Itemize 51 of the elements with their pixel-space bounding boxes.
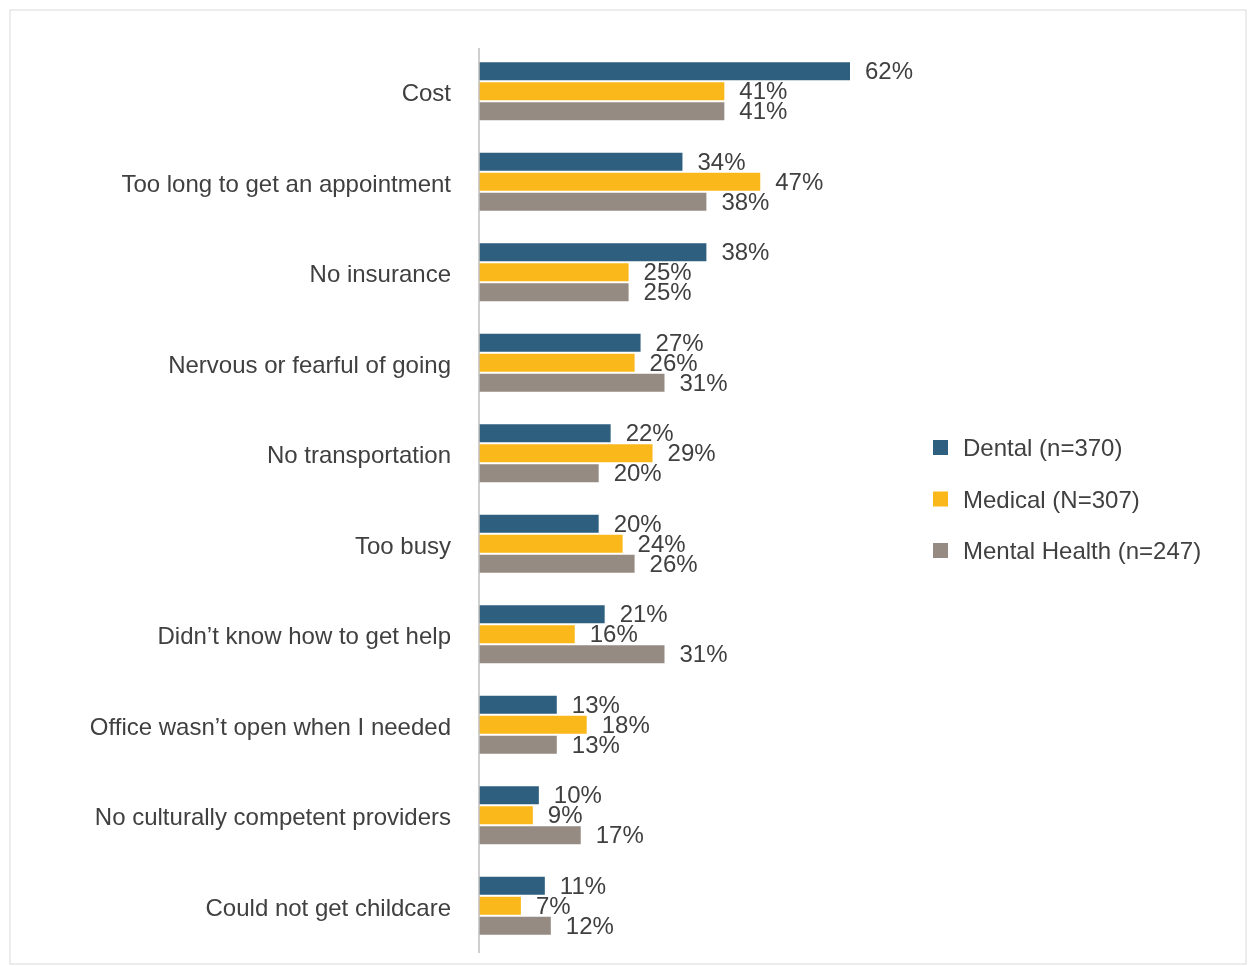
bar — [479, 353, 635, 372]
bar — [479, 896, 521, 915]
bar — [479, 605, 605, 624]
bar — [479, 554, 635, 573]
bar — [479, 82, 725, 101]
data-label: 20% — [613, 459, 662, 487]
bar — [479, 333, 641, 352]
y-tick-label: Nervous or fearful of going — [168, 350, 451, 378]
y-tick-label: No culturally competent providers — [94, 803, 451, 831]
bar — [479, 152, 683, 171]
bar — [479, 625, 575, 644]
bar — [479, 444, 653, 463]
bar — [479, 735, 557, 754]
y-tick-label: Cost — [401, 79, 452, 107]
data-label: 62% — [865, 57, 914, 85]
data-label: 31% — [679, 640, 728, 668]
bar — [479, 373, 665, 392]
bar — [479, 62, 850, 81]
bar — [479, 695, 557, 714]
y-tick-label: Office wasn’t open when I needed — [89, 712, 451, 740]
y-tick-label: No transportation — [266, 441, 451, 469]
bar — [479, 876, 545, 895]
bar — [479, 645, 665, 664]
y-tick-label: Didn’t know how to get help — [157, 622, 451, 650]
data-label: 38% — [721, 187, 770, 215]
legend-label: Medical (N=307) — [963, 485, 1140, 513]
bar — [479, 916, 551, 935]
legend-label: Mental Health (n=247) — [963, 537, 1202, 564]
bar — [479, 192, 707, 211]
y-tick-label: Too long to get an appointment — [121, 169, 452, 197]
bar — [479, 806, 533, 825]
bar — [479, 263, 629, 282]
bar — [479, 102, 725, 121]
bar — [479, 534, 623, 553]
bar — [479, 514, 599, 533]
legend-label: Dental (n=370) — [963, 434, 1123, 461]
bar — [479, 715, 587, 734]
bar — [479, 243, 707, 262]
data-label: 47% — [775, 167, 824, 195]
bar — [479, 464, 599, 483]
data-label: 17% — [595, 821, 644, 849]
bar — [479, 283, 629, 302]
bar — [479, 172, 761, 191]
data-label: 38% — [721, 238, 770, 266]
bar — [479, 786, 539, 805]
y-tick-label: Could not get childcare — [205, 893, 451, 921]
data-label: 34% — [697, 147, 746, 175]
y-tick-label: No insurance — [309, 260, 451, 288]
bar — [479, 826, 581, 845]
y-tick-label: Too busy — [354, 531, 451, 559]
bar — [479, 424, 611, 443]
